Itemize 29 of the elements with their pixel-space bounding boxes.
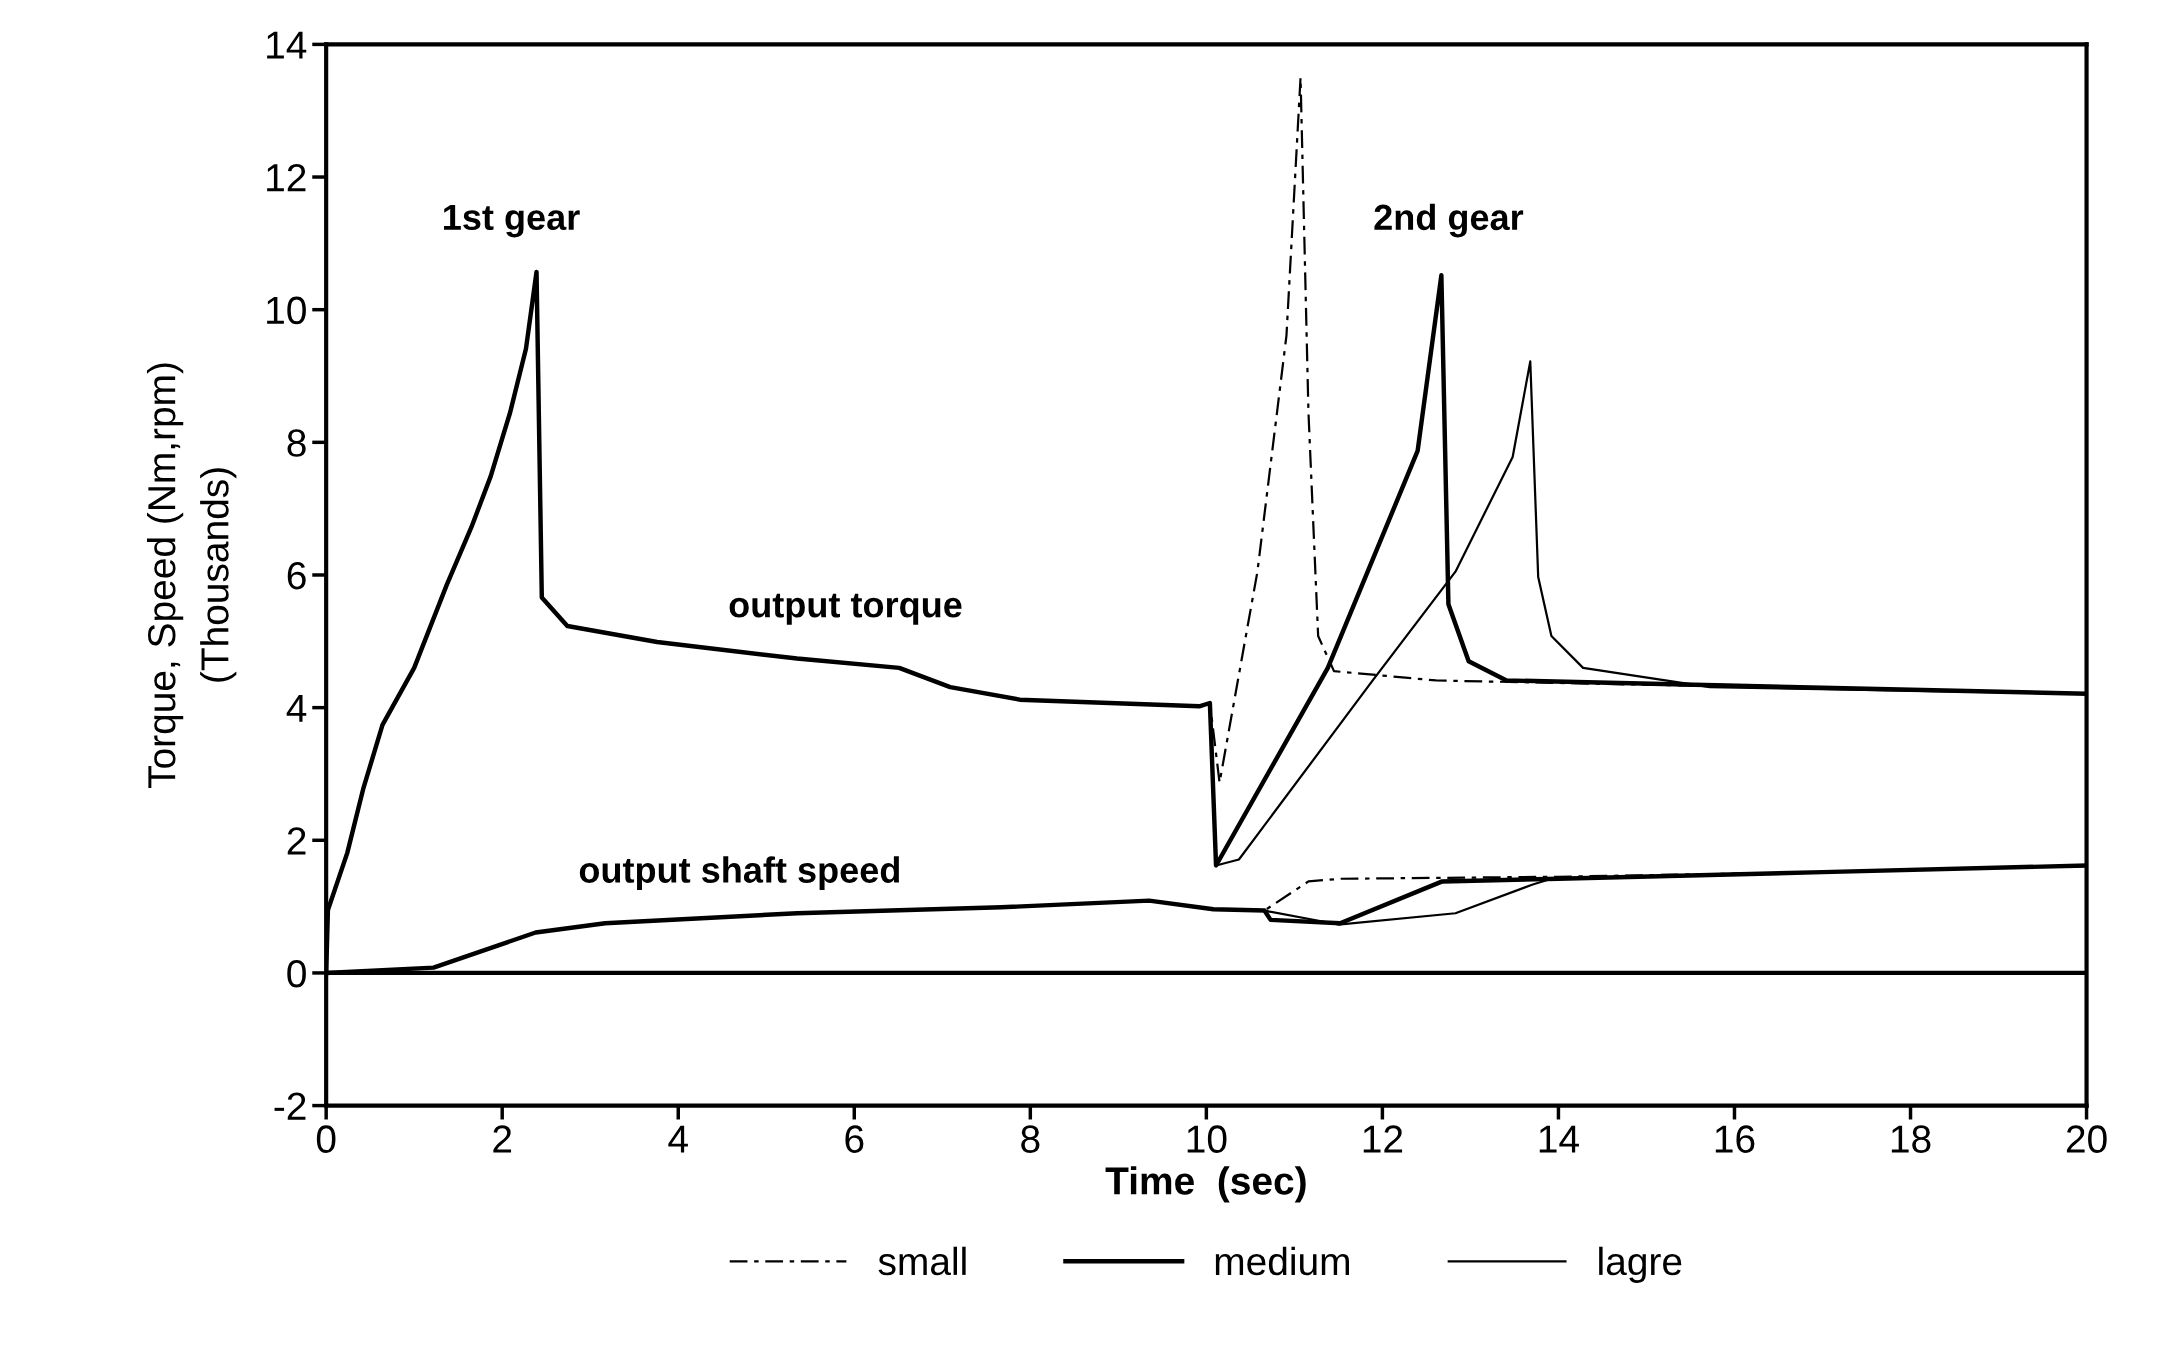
y-tick-label: 8 xyxy=(287,429,306,457)
y-tick-label: 10 xyxy=(267,296,306,325)
legend-label: lagre xyxy=(1599,1246,1682,1283)
y-tick-label: -2 xyxy=(274,1092,306,1120)
x-tick-label: 14 xyxy=(1539,1125,1579,1153)
x-tick-label: 16 xyxy=(1715,1125,1755,1153)
x-tick-label: 18 xyxy=(1891,1125,1931,1153)
x-axis-title: Time (sec) xyxy=(1105,1166,1306,1203)
legend-label: medium xyxy=(1215,1246,1349,1276)
annotation: 1st gear xyxy=(444,204,580,238)
x-tick-label: 12 xyxy=(1363,1125,1403,1153)
x-tick-label: 2 xyxy=(493,1125,512,1153)
y-tick-label: 4 xyxy=(286,694,307,722)
x-tick-label: 4 xyxy=(668,1125,688,1153)
x-tick-label: 6 xyxy=(845,1125,864,1153)
annotation: output torque xyxy=(729,593,962,625)
legend-label: small xyxy=(878,1246,966,1276)
x-tick-label: 0 xyxy=(316,1125,336,1153)
x-tick-label: 10 xyxy=(1187,1125,1227,1153)
y-tick-label: 14 xyxy=(267,31,307,59)
x-tick-label: 20 xyxy=(2066,1125,2107,1153)
y-tick-label: 0 xyxy=(287,959,306,988)
y-tick-label: 12 xyxy=(267,163,306,192)
annotation: 2nd gear xyxy=(1374,203,1524,238)
annotation: output shaft speed xyxy=(579,856,899,891)
y-axis-title: Torque, Speed (Nm,rpm) (Thousands) xyxy=(146,363,237,789)
y-tick-label: 6 xyxy=(287,561,306,590)
y-tick-label: 2 xyxy=(287,827,306,855)
x-tick-label: 8 xyxy=(1021,1125,1040,1153)
